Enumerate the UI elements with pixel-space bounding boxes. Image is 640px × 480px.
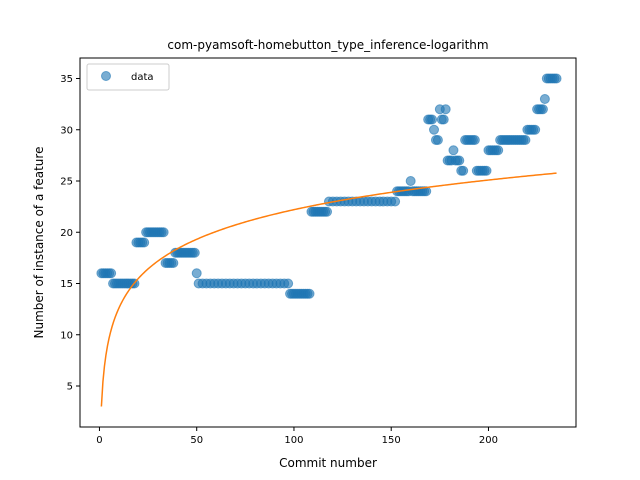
data-point <box>106 268 117 279</box>
data-point <box>520 135 531 145</box>
legend-marker-data <box>101 71 111 81</box>
data-point <box>429 124 440 135</box>
data-point <box>530 124 541 135</box>
x-tick-label: 200 <box>479 435 498 446</box>
legend-box <box>86 63 170 91</box>
fit-line <box>100 172 557 407</box>
data-point <box>158 227 169 238</box>
data-point <box>537 104 548 115</box>
data-point <box>405 176 416 186</box>
data-point <box>469 135 480 145</box>
legend-label-data: data <box>131 72 154 83</box>
x-axis-ticks: 0 50 100 150 200 <box>96 427 498 446</box>
y-tick-label: 20 <box>60 228 73 239</box>
x-tick-label: 100 <box>284 435 303 446</box>
data-point <box>432 135 443 145</box>
x-tick-label: 0 <box>96 435 102 446</box>
data-point <box>448 145 459 156</box>
data-point <box>440 104 451 115</box>
data-point <box>481 165 492 176</box>
data-point <box>304 288 315 299</box>
plot-frame <box>79 57 577 428</box>
data-point <box>322 206 333 217</box>
y-tick-label: 35 <box>60 74 73 85</box>
data-point <box>283 278 294 289</box>
x-tick-label: 150 <box>382 435 401 446</box>
data-point <box>551 73 562 84</box>
data-point <box>539 94 550 104</box>
data-point <box>139 237 150 248</box>
data-point <box>454 155 465 166</box>
y-axis-label: Number of instance of a feature <box>32 147 46 339</box>
y-tick-label: 25 <box>60 177 73 188</box>
data-point <box>390 196 401 207</box>
y-tick-label: 10 <box>60 330 73 341</box>
data-point <box>191 268 202 279</box>
data-points <box>96 73 562 299</box>
data-point <box>168 258 179 268</box>
data-point <box>438 114 449 125</box>
data-point <box>427 114 438 125</box>
y-tick-label: 15 <box>60 279 73 290</box>
x-axis-label: Commit number <box>279 456 377 470</box>
data-point <box>189 247 200 258</box>
fit-curve <box>100 172 557 407</box>
data-point <box>458 165 469 176</box>
legend: data <box>86 63 170 91</box>
data-point <box>493 145 504 156</box>
y-tick-label: 5 <box>67 382 73 393</box>
y-axis-ticks: 5 10 15 20 25 30 35 <box>60 74 80 393</box>
y-tick-label: 30 <box>60 125 73 136</box>
x-tick-label: 50 <box>190 435 203 446</box>
chart-title: com-pyamsoft-homebutton_type_inference-l… <box>167 38 488 52</box>
